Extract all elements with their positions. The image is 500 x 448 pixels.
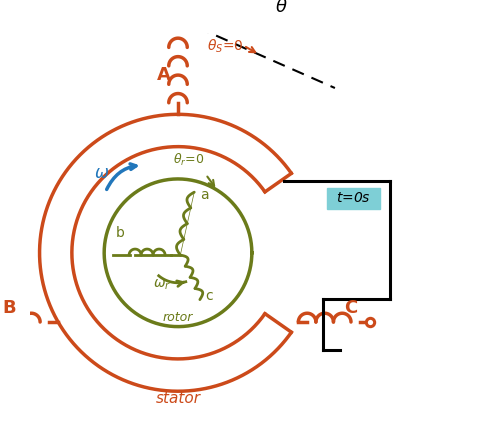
Text: C: C <box>344 299 358 317</box>
Text: $\theta_S$=0: $\theta_S$=0 <box>206 37 243 55</box>
Text: $t$=0s: $t$=0s <box>336 191 371 205</box>
Text: $\theta$: $\theta$ <box>275 0 287 16</box>
Text: B: B <box>2 299 16 317</box>
FancyBboxPatch shape <box>327 188 380 209</box>
Text: $\omega$: $\omega$ <box>94 164 110 182</box>
Text: $\theta_r$=0: $\theta_r$=0 <box>174 152 204 168</box>
Text: rotor: rotor <box>163 311 193 324</box>
Text: c: c <box>206 289 213 302</box>
Text: $\omega_r$: $\omega_r$ <box>152 277 171 292</box>
Text: b: b <box>116 226 124 240</box>
Text: stator: stator <box>156 391 200 406</box>
Text: A: A <box>157 66 171 84</box>
Text: a: a <box>200 188 208 202</box>
